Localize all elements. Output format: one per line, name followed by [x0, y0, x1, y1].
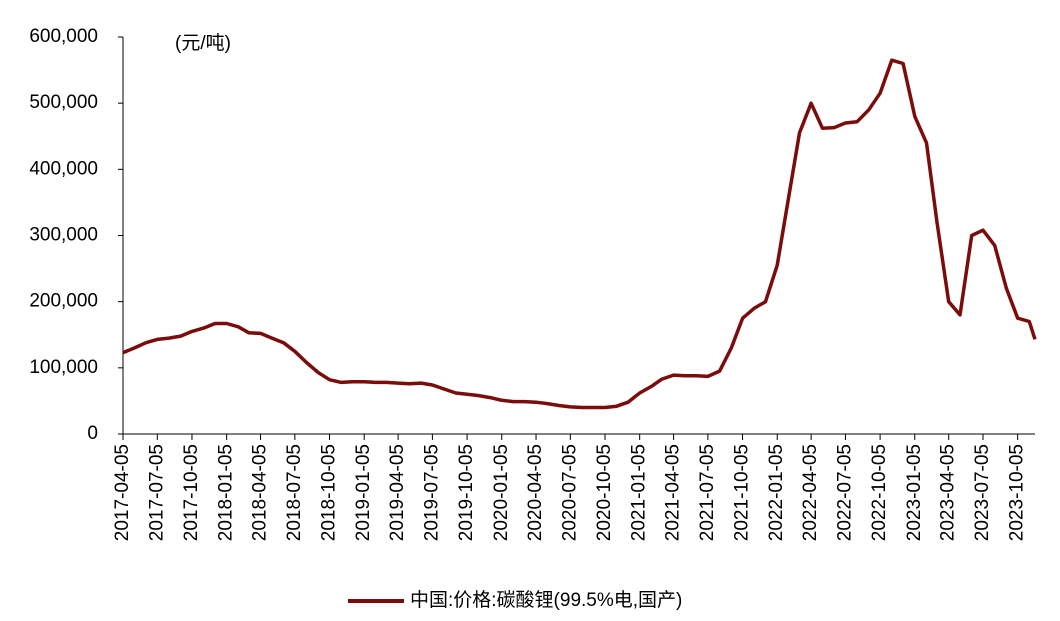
y-tick-label: 400,000	[29, 158, 98, 179]
x-tick-label: 2018-04-05	[250, 444, 271, 541]
y-tick-label: 500,000	[29, 92, 98, 113]
x-tick-label: 2022-10-05	[869, 444, 890, 541]
x-tick-label: 2019-07-05	[421, 444, 442, 541]
x-tick-label: 2021-04-05	[663, 444, 684, 541]
x-tick-label: 2022-01-05	[766, 444, 787, 541]
x-tick-label: 2017-10-05	[181, 444, 202, 541]
x-tick-label: 2018-07-05	[284, 444, 305, 541]
x-tick-label: 2021-07-05	[697, 444, 718, 541]
x-tick-label: 2022-07-05	[834, 444, 855, 541]
x-tick-label: 2019-04-05	[387, 444, 408, 541]
x-tick-label: 2020-04-05	[525, 444, 546, 541]
data-line	[122, 58, 1037, 410]
x-tick-label: 2020-10-05	[594, 444, 615, 541]
x-tick-label: 2022-04-05	[800, 444, 821, 541]
x-tick-label: 2021-01-05	[629, 444, 650, 541]
x-tick-label: 2019-10-05	[456, 444, 477, 541]
x-tick-label: 2023-04-05	[938, 444, 959, 541]
y-tick-label: 300,000	[29, 225, 98, 246]
x-tick-label: 2021-10-05	[732, 444, 753, 541]
x-tick-label: 2018-10-05	[319, 444, 340, 541]
x-tick-label: 2017-07-05	[146, 444, 167, 541]
x-tick-label: 2020-01-05	[491, 444, 512, 541]
x-tick-label: 2023-01-05	[904, 444, 925, 541]
x-tick-label: 2019-01-05	[353, 444, 374, 541]
x-tick-label: 2018-01-05	[216, 444, 237, 541]
unit-annotation: (元/吨)	[175, 32, 231, 54]
x-tick-label: 2020-07-05	[559, 444, 580, 541]
y-tick-label: 600,000	[29, 26, 98, 47]
x-tick-label: 2017-04-05	[112, 444, 133, 541]
x-tick-label: 2023-10-05	[1007, 444, 1028, 541]
y-tick-label: 100,000	[29, 357, 98, 378]
y-tick-label: 0	[87, 423, 98, 444]
legend-label: 中国:价格:碳酸锂(99.5%电,国产)	[410, 589, 682, 611]
y-tick-label: 200,000	[29, 291, 98, 312]
x-tick-label: 2023-07-05	[972, 444, 993, 541]
